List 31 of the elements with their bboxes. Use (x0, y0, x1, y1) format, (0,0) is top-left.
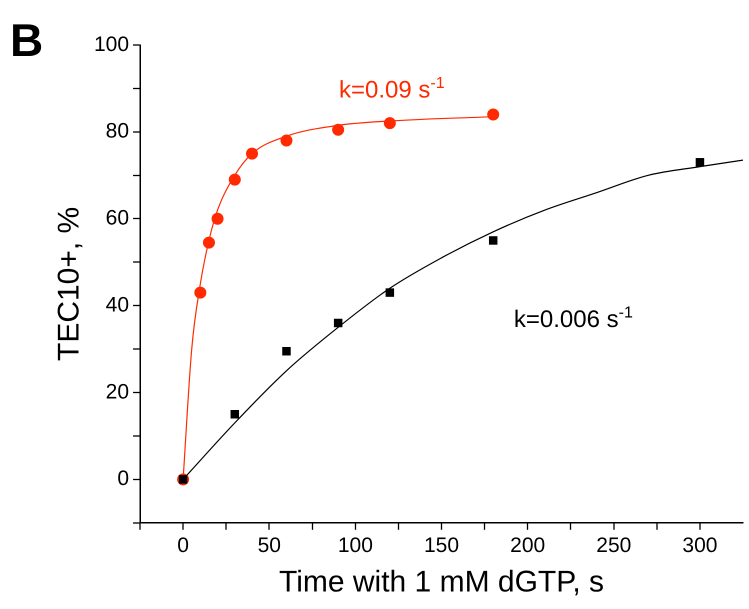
point (280, 134, 292, 147)
point (334, 318, 342, 328)
x-tick-label: 100 (338, 534, 373, 558)
point (230, 410, 240, 418)
x-tick-label: 200 (510, 534, 546, 558)
y-axis-title: TEC10+, % (52, 206, 86, 362)
point (282, 346, 291, 356)
point (332, 124, 344, 136)
x-tick-label: 0 (177, 534, 189, 558)
y-tick-label: 80 (106, 120, 130, 143)
x-tick-label: 150 (424, 534, 460, 558)
point (487, 108, 500, 120)
point (696, 158, 704, 167)
text: B (10, 14, 44, 66)
y-tick-label: 60 (106, 206, 130, 230)
point (194, 286, 206, 299)
x-axis-title: Time with 1 mM dGTP, s (278, 565, 604, 598)
x-tick-label: 300 (682, 534, 718, 558)
point (212, 212, 224, 225)
y-tick-label: 20 (106, 380, 130, 404)
point (202, 236, 215, 249)
x-tick-label: 50 (258, 534, 281, 558)
y-tick-label: 40 (106, 293, 130, 316)
point (386, 288, 394, 297)
point (384, 117, 396, 130)
point (228, 174, 241, 186)
point (246, 148, 258, 160)
point (488, 236, 498, 245)
x-tick-label: 250 (596, 534, 632, 558)
y-tick-label: 100 (94, 32, 130, 56)
y-tick-label: 0 (117, 467, 130, 490)
